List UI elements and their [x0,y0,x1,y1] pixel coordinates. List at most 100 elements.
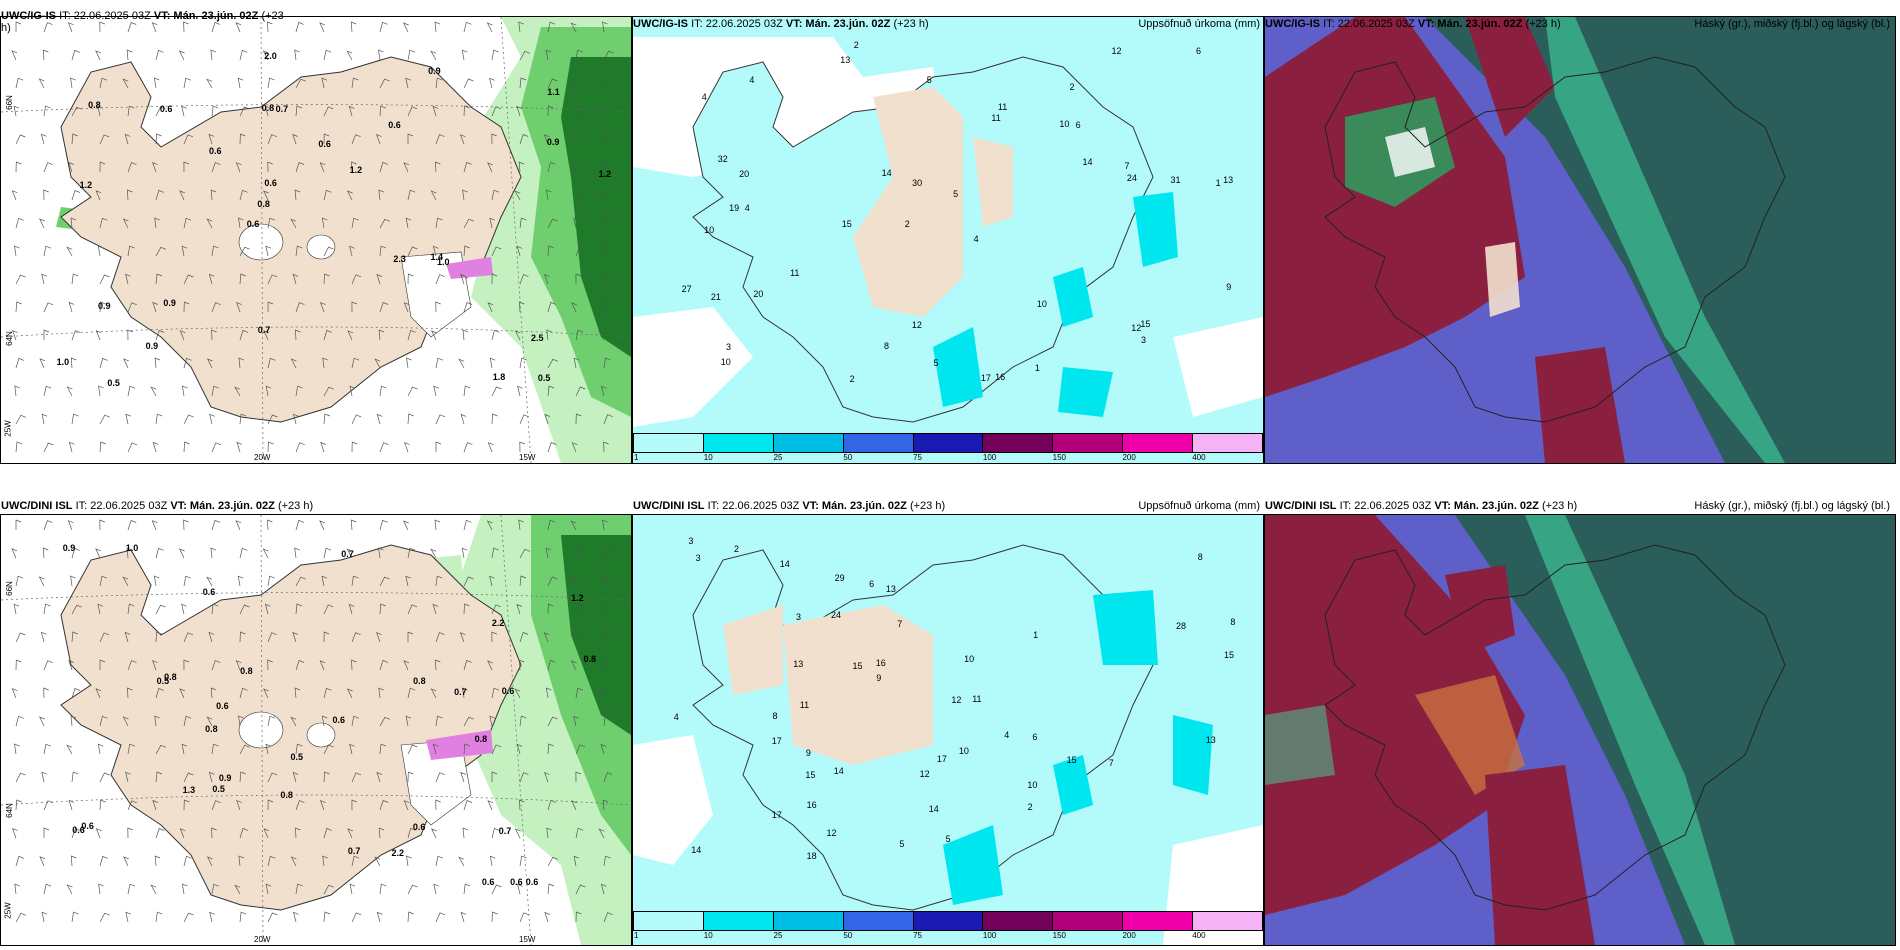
wind-barb [407,133,414,144]
grid-value-label: 2 [1069,81,1075,92]
wind-barb [238,855,245,867]
wind-barb [206,576,213,587]
wind-barb [123,358,129,369]
wind-barb [237,77,244,89]
lon-label-15w: 15W [519,935,536,944]
wind-barb [126,49,133,61]
wind-barb [122,78,129,89]
grid-value-label: 2.3 [393,254,406,265]
wind-barb [407,604,418,615]
wind-barb [319,162,326,173]
grid-value-label: 5 [945,834,951,845]
wind-barb [294,49,300,61]
wind-barb [463,21,472,33]
wind-barb [570,162,577,173]
wind-barb [518,161,525,173]
wind-barb [543,134,550,145]
wind-barb [265,385,272,397]
wind-barb [463,603,470,615]
wind-barb [127,743,135,755]
colorbar-tick-label: 25 [773,453,783,462]
wind-barb [519,441,525,453]
wind-barb [13,603,20,615]
wind-barb [575,827,584,839]
wind-barb [598,190,605,201]
wind-barb [379,519,388,531]
wind-barb [294,687,301,699]
grid-value-label: 0.8 [164,672,177,683]
grid-value-label: 1.0 [125,542,139,553]
wind-barb [519,548,531,559]
wind-barb [11,548,18,559]
wind-barb [544,911,551,923]
wind-barb [603,274,613,285]
wind-barb [460,413,467,425]
wind-barb [435,715,443,727]
grid-value-label: 0.6 [481,876,495,887]
wind-barb [434,21,441,33]
wind-barb [403,800,410,811]
wind-barb [152,161,158,173]
wind-barb [407,386,418,397]
wind-barb [43,245,52,257]
precip-map-svg [633,17,1263,463]
wind-barb [68,161,74,173]
grid-value-label: 9 [1226,282,1232,293]
wind-barb [181,105,187,117]
wind-barb [403,302,410,313]
grid-value-label: 5 [933,358,939,369]
wind-barb [70,357,77,369]
lon-label-20w: 20W [254,935,271,944]
wind-barb [294,547,300,559]
wind-barb [155,106,166,117]
wind-barb [211,105,219,117]
wind-barb [543,632,550,643]
grid-value-label: 0.7 [454,687,467,698]
wind-barb [295,519,304,531]
wind-barb [95,548,101,559]
wind-barb [208,631,215,643]
wind-barb [43,105,51,117]
wind-barb [351,441,358,453]
wind-barb [43,883,52,895]
wind-barb [41,911,48,923]
wind-barb [236,441,243,453]
colorbar-swatch [913,434,984,452]
wind-barb [547,716,558,727]
wind-barb [430,688,437,699]
wind-barb [547,301,556,313]
wind-barb [519,77,527,89]
grid-value-label: 14 [1082,157,1093,168]
grid-value-label: 10 [964,654,975,665]
wind-barb [153,77,160,89]
wind-barb [267,632,277,643]
wind-barb [179,688,186,699]
wind-barb [181,245,188,257]
wind-barb [435,575,443,587]
wind-barb [99,134,110,145]
grid-value-label: 11 [997,102,1008,113]
wind-barb [519,799,525,811]
wind-barb [459,134,466,145]
wind-barb [350,21,357,33]
lat-label-25w: 25W [3,420,13,437]
wind-barb [323,189,332,201]
wind-barb [379,716,391,727]
wind-barb [319,660,326,671]
grid-value-label: 12 [951,695,962,706]
wind-barb [155,133,162,145]
wind-barb [99,414,110,425]
wind-barb [99,274,110,285]
wind-barb [71,911,79,923]
wind-barb [321,575,328,587]
wind-barb [267,912,278,923]
grid-value-label: 29 [834,572,845,583]
grid-value-label: 13 [885,583,896,594]
wind-barb [127,827,133,839]
wind-barb [486,22,493,33]
wind-barb [491,413,498,425]
wind-barb [210,189,217,201]
wind-barb [346,190,353,201]
wind-barb [491,49,499,61]
wind-barb [210,49,217,61]
